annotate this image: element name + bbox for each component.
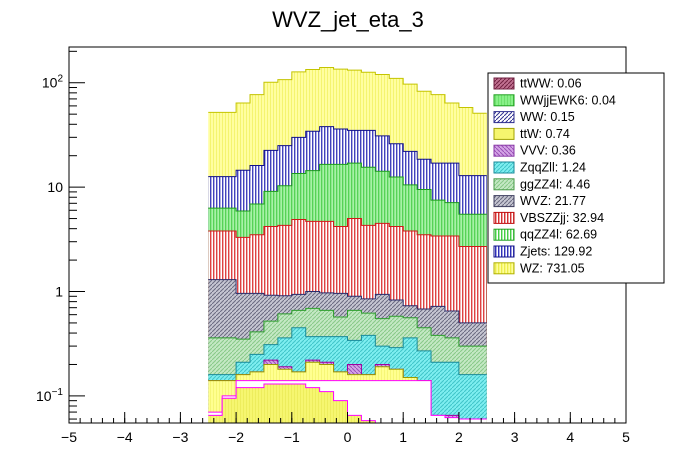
x-tick-label: −5	[61, 429, 77, 445]
x-tick-label: −1	[284, 429, 300, 445]
legend: ttWW: 0.06 WWjjEWK6: 0.04 WW: 0.15 ttW: 0.7…	[487, 72, 665, 284]
series-outline-1	[208, 380, 487, 420]
x-tick-label: 1	[399, 429, 407, 445]
legend-entry: WWjjEWK6: 0.04	[493, 93, 616, 107]
chart-title: WVZ_jet_eta_3	[272, 7, 424, 32]
legend-box	[487, 72, 665, 284]
stacked-histograms	[208, 66, 487, 424]
legend-entry: Zjets: 129.92	[493, 245, 592, 259]
series-outline-7	[208, 218, 487, 247]
y-tick-label: 102	[42, 74, 64, 91]
legend-label: WZ: 731.05	[520, 261, 585, 275]
legend-swatch	[493, 94, 515, 107]
legend-entry: VBSZZjj: 32.94	[493, 211, 604, 225]
legend-swatch	[493, 195, 515, 208]
series-outline-8	[208, 162, 487, 215]
legend-label: qqZZ4l: 62.69	[520, 228, 597, 242]
x-tick-label: 5	[622, 429, 630, 445]
series-outline-4	[208, 327, 487, 376]
x-tick-label: −4	[117, 429, 133, 445]
legend-entry: ZqqZll: 1.24	[493, 161, 586, 175]
legend-entry: WZ: 731.05	[493, 261, 585, 275]
legend-label: ggZZ4l: 4.46	[520, 177, 590, 191]
series-outline-6	[208, 279, 487, 324]
legend-swatch	[493, 161, 515, 174]
series-outline-9	[208, 126, 487, 178]
legend-swatch	[493, 245, 515, 258]
x-tick-label: 4	[566, 429, 574, 445]
legend-label: WVZ: 21.77	[520, 194, 586, 208]
legend-label: Zjets: 129.92	[520, 245, 592, 259]
x-tick-label: 0	[344, 429, 352, 445]
x-tick-label: −2	[228, 429, 244, 445]
legend-label: VBSZZjj: 32.94	[520, 211, 604, 225]
legend-swatch	[493, 211, 515, 224]
legend-entry: ggZZ4l: 4.46	[493, 177, 590, 191]
legend-label: WW: 0.15	[520, 110, 575, 124]
legend-label: ZqqZll: 1.24	[520, 161, 586, 175]
legend-label: VVV: 0.36	[520, 144, 576, 158]
series-outline-5	[208, 307, 487, 347]
legend-entry: VVV: 0.36	[493, 144, 576, 158]
x-tick-label: −3	[172, 429, 188, 445]
legend-swatch	[493, 178, 515, 191]
legend-swatch	[493, 262, 515, 275]
x-tick-label: 3	[511, 429, 519, 445]
legend-label: WWjjEWK6: 0.04	[520, 93, 616, 107]
legend-swatch	[493, 127, 515, 140]
x-tick-label: 2	[455, 429, 463, 445]
legend-entry: qqZZ4l: 62.69	[493, 228, 597, 242]
legend-swatch	[493, 77, 515, 90]
y-tick-label: 10	[47, 179, 63, 195]
legend-swatch	[493, 144, 515, 157]
y-tick-label: 1	[55, 284, 63, 300]
y-tick-label: 10−1	[36, 387, 63, 404]
legend-entry: ttWW: 0.06	[493, 77, 582, 91]
legend-entry: ttW: 0.74	[493, 127, 570, 141]
series-outline-10	[208, 66, 487, 114]
axes: −5 −4 −3 −2 −1 0 1 2 3 4 5 10−1 1 10 102	[36, 46, 630, 445]
legend-entry: WVZ: 21.77	[493, 194, 586, 208]
legend-label: ttW: 0.74	[520, 127, 570, 141]
legend-swatch	[493, 111, 515, 124]
legend-swatch	[493, 228, 515, 241]
legend-label: ttWW: 0.06	[520, 77, 582, 91]
legend-entry: WW: 0.15	[493, 110, 575, 124]
